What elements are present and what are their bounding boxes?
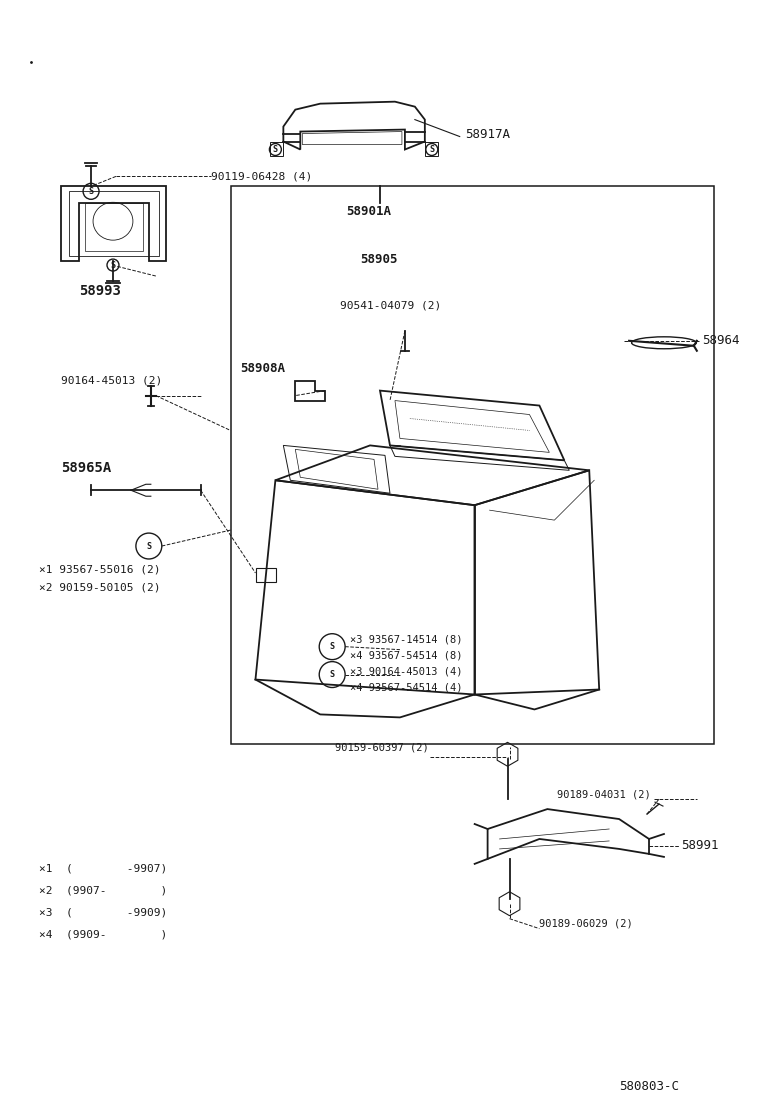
Text: ×3  (        -9909): ×3 ( -9909) bbox=[40, 907, 167, 917]
Text: S: S bbox=[110, 260, 116, 269]
Text: 58964: 58964 bbox=[701, 335, 739, 347]
Text: 58901A: 58901A bbox=[346, 205, 391, 218]
Text: ×1  (        -9907): ×1 ( -9907) bbox=[40, 864, 167, 874]
Text: 90119-06428 (4): 90119-06428 (4) bbox=[211, 171, 312, 181]
Bar bbox=[230, 187, 714, 744]
Text: ×4 93567-54514 (8): ×4 93567-54514 (8) bbox=[350, 651, 463, 661]
Text: ×2 90159-50105 (2): ×2 90159-50105 (2) bbox=[40, 583, 161, 593]
Text: ×1 93567-55016 (2): ×1 93567-55016 (2) bbox=[40, 565, 161, 575]
Text: 58965A: 58965A bbox=[61, 461, 112, 475]
Text: 90159-60397 (2): 90159-60397 (2) bbox=[335, 743, 429, 753]
Text: 90164-45013 (2): 90164-45013 (2) bbox=[61, 376, 163, 386]
Text: 58908A: 58908A bbox=[240, 363, 286, 375]
Text: ×3 90164-45013 (4): ×3 90164-45013 (4) bbox=[350, 666, 463, 676]
Text: 90189-06029 (2): 90189-06029 (2) bbox=[540, 919, 633, 929]
Text: S: S bbox=[330, 671, 334, 679]
Text: 58905: 58905 bbox=[360, 252, 397, 266]
Text: S: S bbox=[330, 642, 334, 652]
Text: S: S bbox=[89, 187, 93, 196]
Text: 58993: 58993 bbox=[79, 284, 121, 298]
Text: 90541-04079 (2): 90541-04079 (2) bbox=[340, 301, 442, 311]
Text: ×4  (9909-        ): ×4 (9909- ) bbox=[40, 930, 167, 940]
Text: 58991: 58991 bbox=[681, 840, 718, 853]
Text: ×4 93567-54514 (4): ×4 93567-54514 (4) bbox=[350, 683, 463, 693]
Text: S: S bbox=[429, 145, 434, 153]
Text: 58917A: 58917A bbox=[464, 128, 510, 141]
Bar bbox=[256, 568, 277, 582]
Text: S: S bbox=[273, 145, 278, 153]
Text: 580803-C: 580803-C bbox=[619, 1080, 679, 1093]
Text: ×2  (9907-        ): ×2 (9907- ) bbox=[40, 886, 167, 896]
Text: S: S bbox=[147, 542, 151, 550]
Text: ×3 93567-14514 (8): ×3 93567-14514 (8) bbox=[350, 635, 463, 645]
Text: 90189-04031 (2): 90189-04031 (2) bbox=[557, 790, 651, 800]
